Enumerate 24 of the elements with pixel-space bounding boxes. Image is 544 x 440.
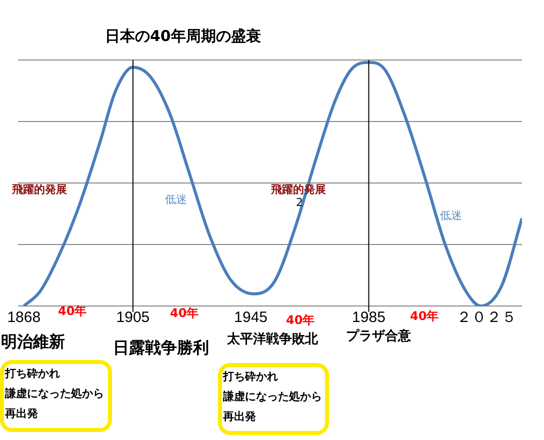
- annotation: 2: [296, 196, 303, 209]
- text: 再出発: [5, 407, 38, 420]
- text: 40年: [286, 313, 315, 327]
- text: 40年: [410, 309, 439, 323]
- text: 謙虚になった処から: [223, 390, 322, 403]
- x-tick-label: 1945: [234, 309, 268, 326]
- annotation: 40年: [58, 304, 87, 318]
- x-tick-label: 1985: [352, 309, 386, 326]
- text: 打ち砕かれ: [223, 370, 278, 383]
- x-tick-label: ２０２５: [456, 309, 517, 326]
- annotation: 飛躍的発展: [12, 183, 67, 196]
- text: 太平洋戦争敗北: [227, 332, 318, 347]
- text: プラザ合意: [346, 329, 411, 344]
- text: 日露戦争勝利: [113, 338, 209, 357]
- annotation: 40年: [170, 306, 199, 320]
- text: 再出発: [223, 410, 256, 423]
- x-tick-label: 1905: [116, 309, 150, 326]
- text: 打ち砕かれ: [5, 367, 60, 380]
- text: 明治維新: [1, 332, 65, 351]
- annotation: 低迷: [165, 193, 187, 206]
- text: 謙虚になった処から: [5, 387, 104, 400]
- x-tick-label: 1868: [7, 309, 41, 326]
- chart-title: 日本の40年周期の盛衰: [105, 27, 261, 46]
- annotation: 低迷: [440, 209, 462, 222]
